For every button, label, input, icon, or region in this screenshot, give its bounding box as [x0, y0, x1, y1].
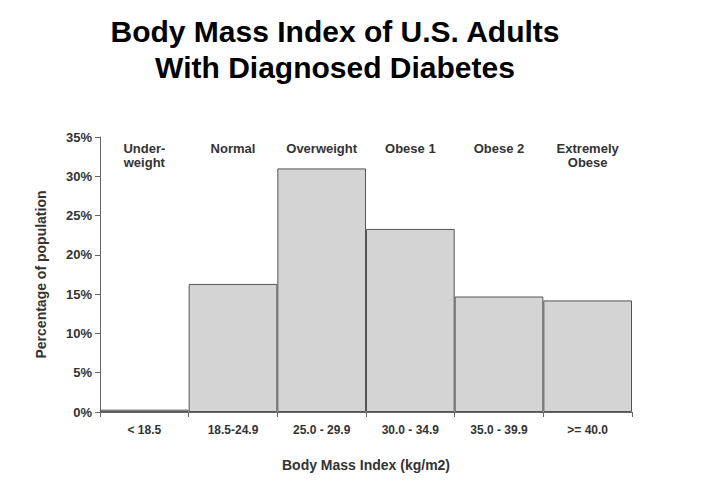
- svg-text:Under-: Under-: [123, 141, 165, 156]
- svg-text:35.0 - 39.9: 35.0 - 39.9: [470, 423, 528, 437]
- svg-text:20%: 20%: [66, 247, 92, 262]
- svg-text:Obese: Obese: [568, 155, 608, 170]
- svg-text:Overweight: Overweight: [286, 141, 357, 156]
- svg-text:Body Mass Index (kg/m2): Body Mass Index (kg/m2): [282, 457, 450, 473]
- svg-text:Normal: Normal: [211, 141, 256, 156]
- svg-text:18.5-24.9: 18.5-24.9: [208, 423, 259, 437]
- svg-text:25%: 25%: [66, 208, 92, 223]
- svg-text:< 18.5: < 18.5: [127, 423, 161, 437]
- svg-text:30%: 30%: [66, 169, 92, 184]
- svg-text:15%: 15%: [66, 287, 92, 302]
- svg-text:Obese 1: Obese 1: [385, 141, 436, 156]
- svg-text:Percentage of population: Percentage of population: [33, 190, 49, 358]
- svg-text:35%: 35%: [66, 130, 92, 145]
- svg-text:Body Mass Index of U.S. Adults: Body Mass Index of U.S. Adults: [111, 15, 560, 48]
- svg-text:25.0 - 29.9: 25.0 - 29.9: [293, 423, 351, 437]
- svg-text:weight: weight: [123, 155, 166, 170]
- svg-text:0%: 0%: [73, 405, 92, 420]
- svg-text:Extremely: Extremely: [557, 141, 620, 156]
- svg-text:30.0 - 34.9: 30.0 - 34.9: [382, 423, 440, 437]
- svg-text:>= 40.0: >= 40.0: [567, 423, 608, 437]
- svg-text:With Diagnosed Diabetes: With Diagnosed Diabetes: [155, 51, 515, 84]
- svg-text:Obese 2: Obese 2: [474, 141, 525, 156]
- svg-text:5%: 5%: [73, 365, 92, 380]
- svg-text:10%: 10%: [66, 326, 92, 341]
